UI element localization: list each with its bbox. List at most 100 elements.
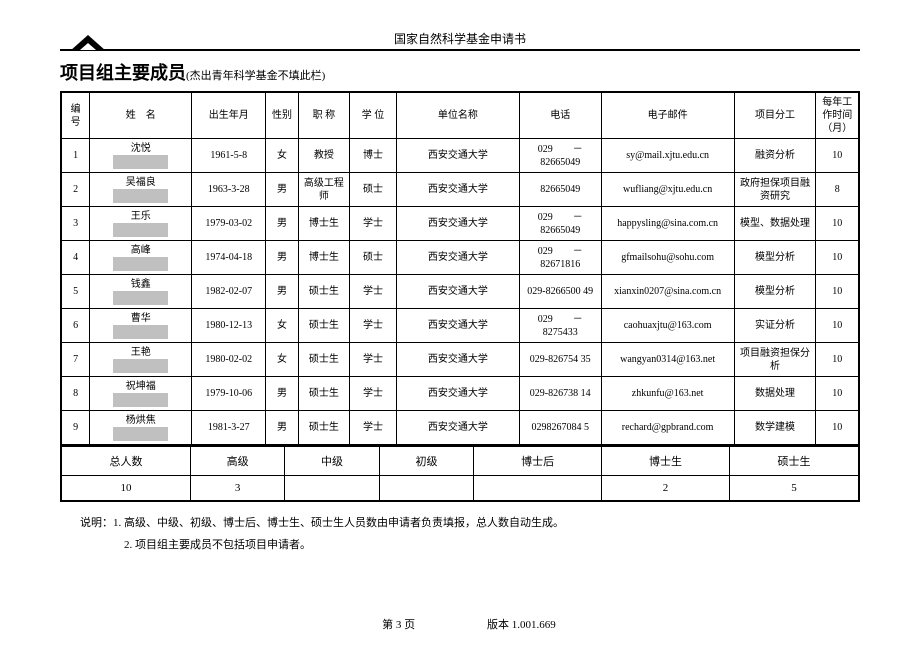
cell-title: 硕士生	[298, 411, 349, 446]
cell-role: 项目融资担保分析	[734, 343, 816, 377]
cell-title: 博士生	[298, 207, 349, 241]
cell-degree: 学士	[349, 309, 396, 343]
cell-title: 硕士生	[298, 275, 349, 309]
table-row: 3王乐1979-03-02男博士生学士西安交通大学029 －82665049ha…	[61, 207, 859, 241]
table-row: 1沈悦1961-5-8女教授博士西安交通大学029 －82665049sy@ma…	[61, 139, 859, 173]
cell-no: 3	[61, 207, 90, 241]
summary-table: 总人数 高级 中级 初级 博士后 博士生 硕士生 10 3 2 5	[60, 446, 860, 502]
sum-val-phd: 2	[602, 476, 730, 502]
cell-title: 硕士生	[298, 343, 349, 377]
cell-dob: 1961-5-8	[192, 139, 266, 173]
cell-degree: 硕士	[349, 173, 396, 207]
cell-months: 10	[816, 343, 859, 377]
cell-dob: 1979-03-02	[192, 207, 266, 241]
cell-months: 10	[816, 241, 859, 275]
cell-name: 吴福良	[90, 173, 192, 207]
table-header-row: 编号 姓 名 出生年月 性别 职 称 学 位 单位名称 电话 电子邮件 项目分工…	[61, 92, 859, 139]
col-dob: 出生年月	[192, 92, 266, 139]
cell-email: xianxin0207@sina.com.cn	[601, 275, 734, 309]
col-title: 职 称	[298, 92, 349, 139]
header-separator: 国家自然科学基金申请书	[60, 30, 860, 51]
cell-name: 王乐	[90, 207, 192, 241]
cell-months: 10	[816, 139, 859, 173]
col-name: 姓 名	[90, 92, 192, 139]
cell-email: wufliang@xjtu.edu.cn	[601, 173, 734, 207]
cell-email: sy@mail.xjtu.edu.cn	[601, 139, 734, 173]
name-redaction	[113, 189, 168, 203]
cell-sex: 女	[266, 309, 299, 343]
table-row: 5钱鑫1982-02-07男硕士生学士西安交通大学029-8266500 49x…	[61, 275, 859, 309]
cell-name: 曹华	[90, 309, 192, 343]
cell-org: 西安交通大学	[397, 241, 520, 275]
cell-degree: 学士	[349, 207, 396, 241]
cell-role: 模型分析	[734, 241, 816, 275]
col-role: 项目分工	[734, 92, 816, 139]
cell-months: 8	[816, 173, 859, 207]
cell-no: 6	[61, 309, 90, 343]
sum-val-junior	[379, 476, 473, 502]
cell-sex: 男	[266, 207, 299, 241]
col-no: 编号	[61, 92, 90, 139]
cell-name: 杨烘焦	[90, 411, 192, 446]
version-text: 版本 1.001.669	[461, 616, 581, 632]
cell-title: 硕士生	[298, 377, 349, 411]
cell-degree: 学士	[349, 411, 396, 446]
cell-dob: 1979-10-06	[192, 377, 266, 411]
cell-org: 西安交通大学	[397, 377, 520, 411]
cell-email: gfmailsohu@sohu.com	[601, 241, 734, 275]
cell-name: 祝坤福	[90, 377, 192, 411]
cell-org: 西安交通大学	[397, 411, 520, 446]
cell-sex: 男	[266, 275, 299, 309]
cell-no: 4	[61, 241, 90, 275]
cell-dob: 1980-02-02	[192, 343, 266, 377]
note-2: 2. 项目组主要成员不包括项目申请者。	[80, 534, 860, 556]
name-redaction	[113, 223, 168, 237]
section-title: 项目组主要成员(杰出青年科学基金不填此栏)	[60, 59, 860, 85]
members-table: 编号 姓 名 出生年月 性别 职 称 学 位 单位名称 电话 电子邮件 项目分工…	[60, 91, 860, 446]
table-row: 4高峰1974-04-18男博士生硕士西安交通大学029 －82671816gf…	[61, 241, 859, 275]
cell-sex: 女	[266, 139, 299, 173]
page-footer: 第 3 页 版本 1.001.669	[60, 616, 860, 632]
cell-degree: 硕士	[349, 241, 396, 275]
sum-label-master: 硕士生	[730, 447, 860, 476]
cell-phone: 029-8266500 49	[519, 275, 601, 309]
col-degree: 学 位	[349, 92, 396, 139]
cell-phone: 029-826738 14	[519, 377, 601, 411]
summary-labels-row: 总人数 高级 中级 初级 博士后 博士生 硕士生	[61, 447, 859, 476]
cell-role: 融资分析	[734, 139, 816, 173]
col-sex: 性别	[266, 92, 299, 139]
col-org: 单位名称	[397, 92, 520, 139]
sum-val-mid	[285, 476, 379, 502]
sum-val-postdoc	[474, 476, 602, 502]
name-redaction	[113, 155, 168, 169]
cell-no: 9	[61, 411, 90, 446]
cell-degree: 学士	[349, 275, 396, 309]
name-redaction	[113, 393, 168, 407]
sum-label-total: 总人数	[61, 447, 190, 476]
cell-no: 7	[61, 343, 90, 377]
table-row: 2吴福良1963-3-28男高级工程师硕士西安交通大学82665049wufli…	[61, 173, 859, 207]
sum-label-junior: 初级	[379, 447, 473, 476]
cell-email: wangyan0314@163.net	[601, 343, 734, 377]
cell-dob: 1963-3-28	[192, 173, 266, 207]
cell-email: zhkunfu@163.net	[601, 377, 734, 411]
cell-title: 教授	[298, 139, 349, 173]
cell-role: 模型分析	[734, 275, 816, 309]
cell-email: rechard@gpbrand.com	[601, 411, 734, 446]
page-number: 第 3 页	[339, 616, 459, 632]
notes-block: 说明：1. 高级、中级、初级、博士后、博士生、硕士生人员数由申请者负责填报，总人…	[60, 512, 860, 556]
sum-val-senior: 3	[190, 476, 284, 502]
cell-title: 高级工程师	[298, 173, 349, 207]
cell-degree: 学士	[349, 377, 396, 411]
logo-icon	[70, 35, 106, 51]
cell-phone: 0298267084 5	[519, 411, 601, 446]
cell-sex: 男	[266, 377, 299, 411]
cell-org: 西安交通大学	[397, 309, 520, 343]
cell-name: 沈悦	[90, 139, 192, 173]
cell-title: 博士生	[298, 241, 349, 275]
note-1: 说明：1. 高级、中级、初级、博士后、博士生、硕士生人员数由申请者负责填报，总人…	[80, 512, 860, 534]
cell-org: 西安交通大学	[397, 139, 520, 173]
cell-phone: 029 －82671816	[519, 241, 601, 275]
sum-val-total: 10	[61, 476, 190, 502]
cell-email: happysling@sina.com.cn	[601, 207, 734, 241]
